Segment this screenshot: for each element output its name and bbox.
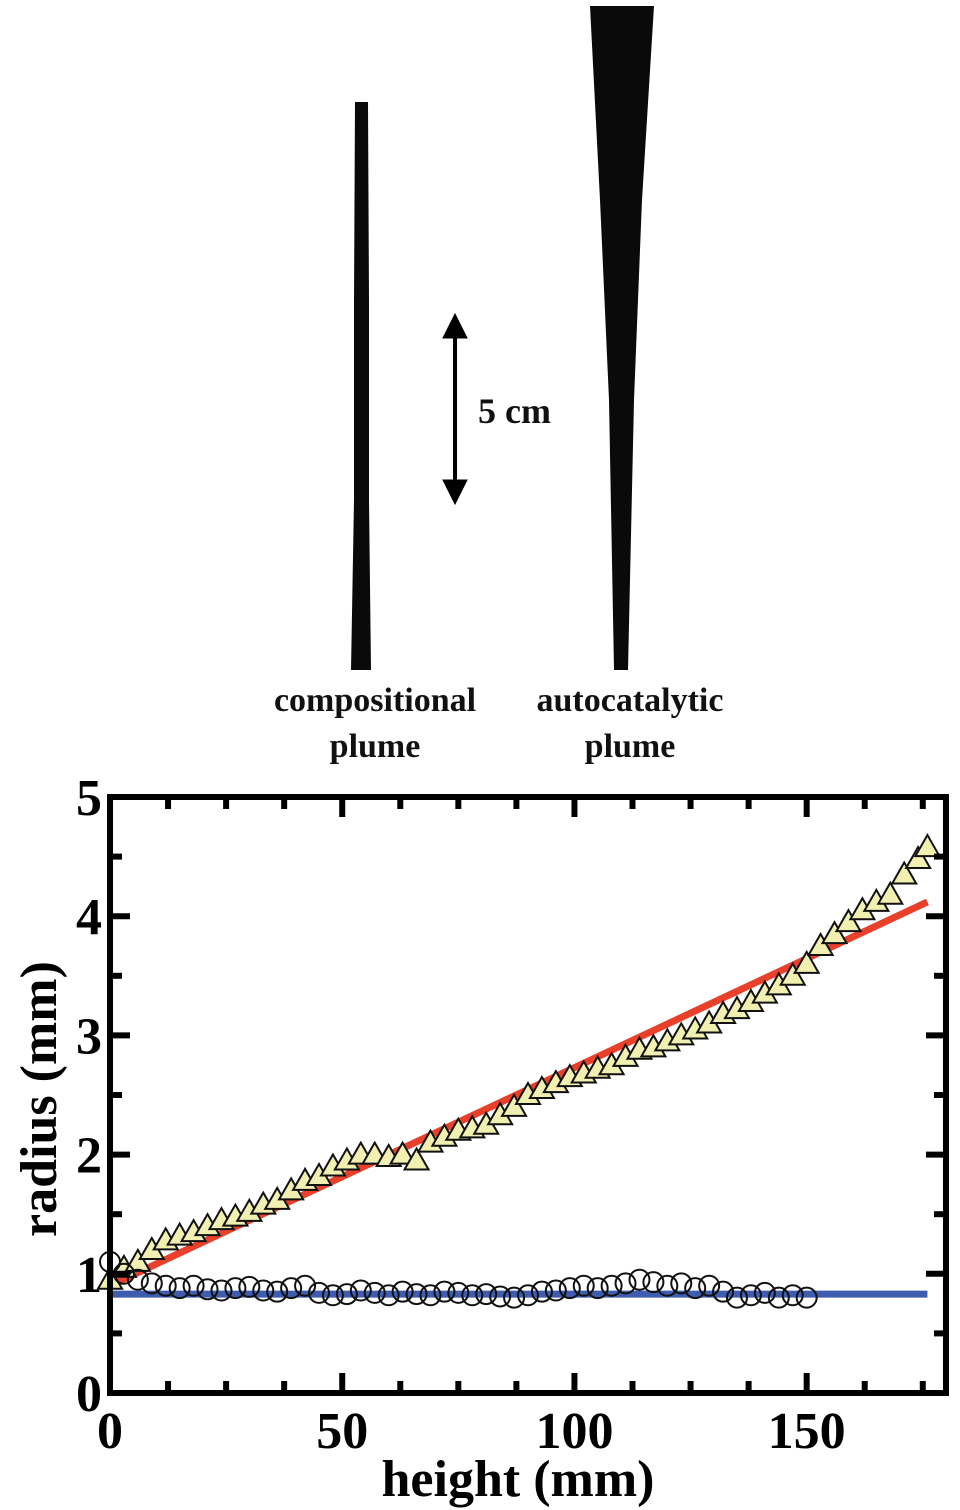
circle-point [447, 1281, 470, 1304]
circle-point [767, 1286, 790, 1309]
y-tick-label: 4 [76, 889, 102, 946]
circle-point [614, 1272, 637, 1295]
triangle-point [820, 920, 849, 945]
circle-point [349, 1279, 372, 1302]
circle-point [600, 1274, 623, 1297]
autocatalytic-plume-silhouette [590, 6, 654, 670]
circle-point [238, 1275, 261, 1298]
circle-point [795, 1286, 818, 1309]
circle-point [308, 1281, 330, 1304]
x-tick-label: 0 [97, 1403, 123, 1460]
triangle-point [792, 949, 821, 974]
y-tick-label: 0 [76, 1366, 102, 1423]
circle-point [739, 1284, 762, 1307]
autocatalytic-plume-label-line2: plume [584, 728, 676, 765]
circle-point [154, 1274, 177, 1297]
triangle-point [124, 1247, 152, 1272]
circle-point [656, 1274, 679, 1297]
circle-point [503, 1286, 526, 1309]
triangle-point [876, 880, 904, 905]
y-axis-title: radius (mm) [11, 961, 68, 1237]
circle-point [140, 1272, 163, 1295]
plume-photo [351, 6, 654, 670]
triangle-point [388, 1140, 417, 1165]
circle-point [712, 1280, 735, 1303]
x-axis-title: height (mm) [382, 1451, 655, 1508]
scale-bar-label: 5 cm [478, 391, 551, 431]
circle-point [419, 1284, 442, 1307]
autocatalytic-plume-label: autocatalytic plume [505, 678, 755, 770]
circle-point [753, 1281, 776, 1304]
circle-point [475, 1283, 498, 1306]
y-tick-label: 3 [76, 1008, 102, 1065]
compositional-plume-label: compositional plume [240, 678, 510, 770]
compositional-plume-silhouette [351, 102, 371, 670]
x-tick-label: 100 [535, 1403, 613, 1460]
circle-point [210, 1279, 233, 1302]
triangle-point [904, 844, 932, 869]
triangle-point [806, 931, 835, 956]
circle-point [335, 1283, 358, 1306]
circle-point [642, 1271, 665, 1294]
circle-point [266, 1280, 289, 1303]
circle-point [321, 1284, 344, 1307]
circle-point [126, 1268, 149, 1291]
circle-point [726, 1286, 748, 1309]
circle-point [252, 1279, 275, 1302]
circle-point [196, 1278, 219, 1301]
y-tick-label: 5 [76, 770, 102, 827]
triangle-point [402, 1146, 431, 1171]
circle-point [544, 1279, 567, 1302]
circle-point [294, 1274, 317, 1297]
circle-point [489, 1285, 512, 1308]
circle-point [405, 1283, 428, 1306]
circle-point [572, 1274, 595, 1297]
triangle-point [913, 833, 942, 858]
circle-point [698, 1274, 721, 1297]
triangle-point [834, 908, 863, 933]
circle-point [224, 1277, 247, 1300]
x-tick-label: 150 [768, 1403, 846, 1460]
circle-point [781, 1284, 804, 1307]
circle-point [530, 1280, 553, 1303]
scale-bar-arrow [442, 312, 468, 506]
compositional-plume-label-line2: plume [329, 728, 421, 765]
circle-point [182, 1274, 205, 1297]
circle-point [433, 1280, 456, 1303]
circle-point [391, 1280, 414, 1303]
autocatalytic-plume-label-line1: autocatalytic [536, 682, 724, 719]
y-tick-label: 2 [76, 1128, 102, 1185]
circle-point [280, 1277, 303, 1300]
y-tick-label: 1 [76, 1247, 102, 1304]
triangle-point [779, 961, 807, 986]
triangle-point [500, 1092, 528, 1117]
circle-point [461, 1284, 484, 1307]
triangle-point [890, 860, 918, 885]
circle-point [670, 1272, 693, 1295]
circle-point [586, 1277, 609, 1300]
circle-point [517, 1284, 539, 1307]
x-tick-label: 50 [316, 1403, 368, 1460]
circle-point [377, 1284, 400, 1307]
circle-point [558, 1277, 581, 1300]
circle-point [684, 1277, 707, 1300]
compositional-plume-label-line1: compositional [273, 682, 477, 719]
circle-point [168, 1277, 191, 1300]
circle-point [363, 1281, 386, 1304]
circle-point [628, 1268, 651, 1291]
